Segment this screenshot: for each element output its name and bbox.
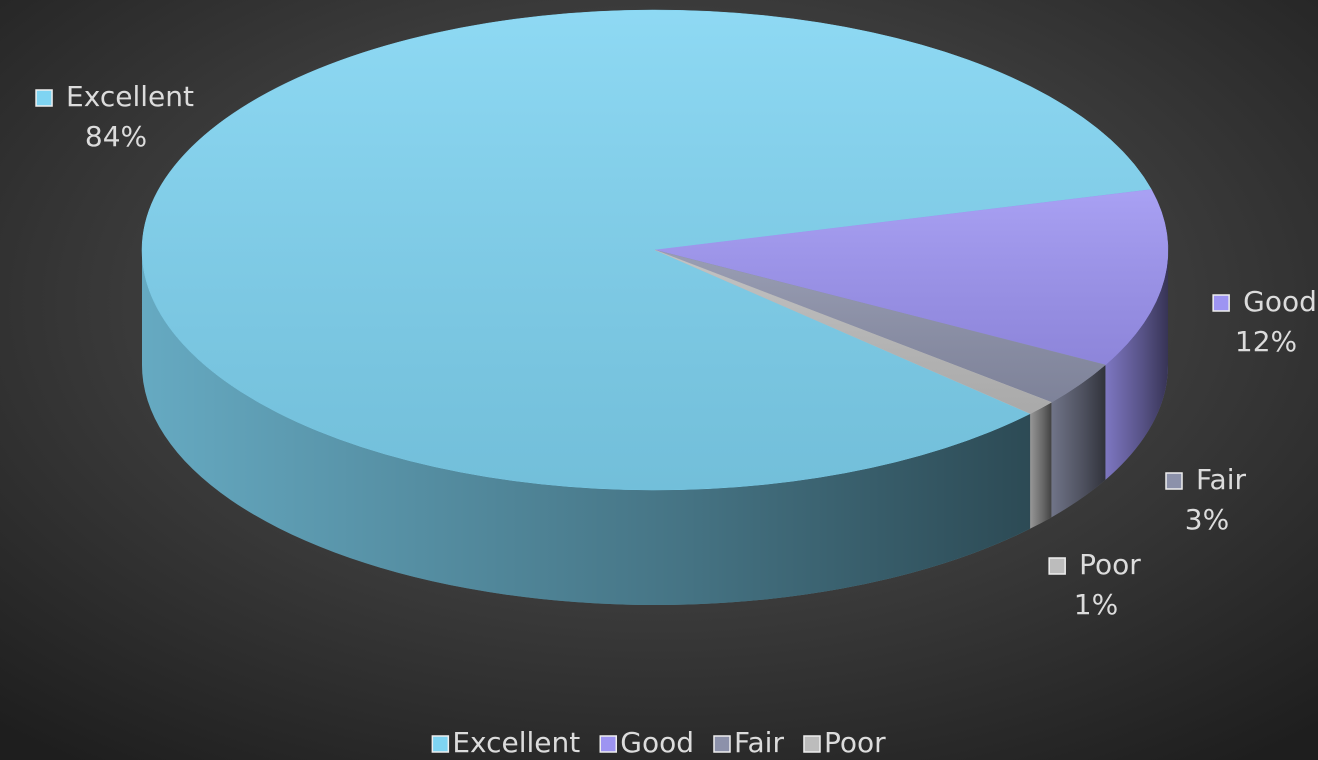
data-label-name: Fair bbox=[1196, 463, 1246, 496]
pie-tops bbox=[141, 9, 1169, 491]
data-label-name: Good bbox=[1243, 285, 1317, 318]
data-label-value: 12% bbox=[1235, 325, 1297, 358]
data-labels: Excellent 84% Good 12% Fair 3% Poor 1% bbox=[35, 80, 1317, 621]
data-label-name: Poor bbox=[1079, 548, 1141, 581]
legend-label: Fair bbox=[734, 726, 784, 759]
pie-walls bbox=[142, 250, 1168, 606]
slice-side-shade bbox=[142, 250, 1031, 606]
legend-label: Excellent bbox=[452, 726, 580, 759]
slice-shine bbox=[655, 250, 1106, 403]
slice-side-shade bbox=[1030, 402, 1052, 529]
legend-label: Good bbox=[620, 726, 694, 759]
data-label-value: 84% bbox=[85, 120, 147, 153]
data-label-name: Excellent bbox=[66, 80, 194, 113]
data-label-value: 1% bbox=[1074, 588, 1118, 621]
legend-label: Poor bbox=[824, 726, 886, 759]
legend-marker bbox=[803, 735, 821, 753]
legend-marker bbox=[599, 735, 618, 753]
slice-shine bbox=[655, 250, 1052, 414]
slice-side-shade bbox=[1051, 364, 1106, 518]
slice-shine bbox=[655, 189, 1169, 365]
slice-side-shade bbox=[1105, 250, 1168, 480]
slice-shine bbox=[142, 10, 1152, 490]
legend: Excellent Good Fair Poor bbox=[431, 726, 886, 759]
data-label-marker bbox=[1212, 294, 1230, 312]
data-label-marker bbox=[35, 89, 53, 107]
data-label-marker bbox=[1165, 472, 1183, 490]
legend-marker bbox=[713, 735, 731, 753]
data-label-marker bbox=[1048, 557, 1066, 575]
data-label-value: 3% bbox=[1185, 503, 1229, 536]
legend-marker bbox=[431, 735, 450, 753]
